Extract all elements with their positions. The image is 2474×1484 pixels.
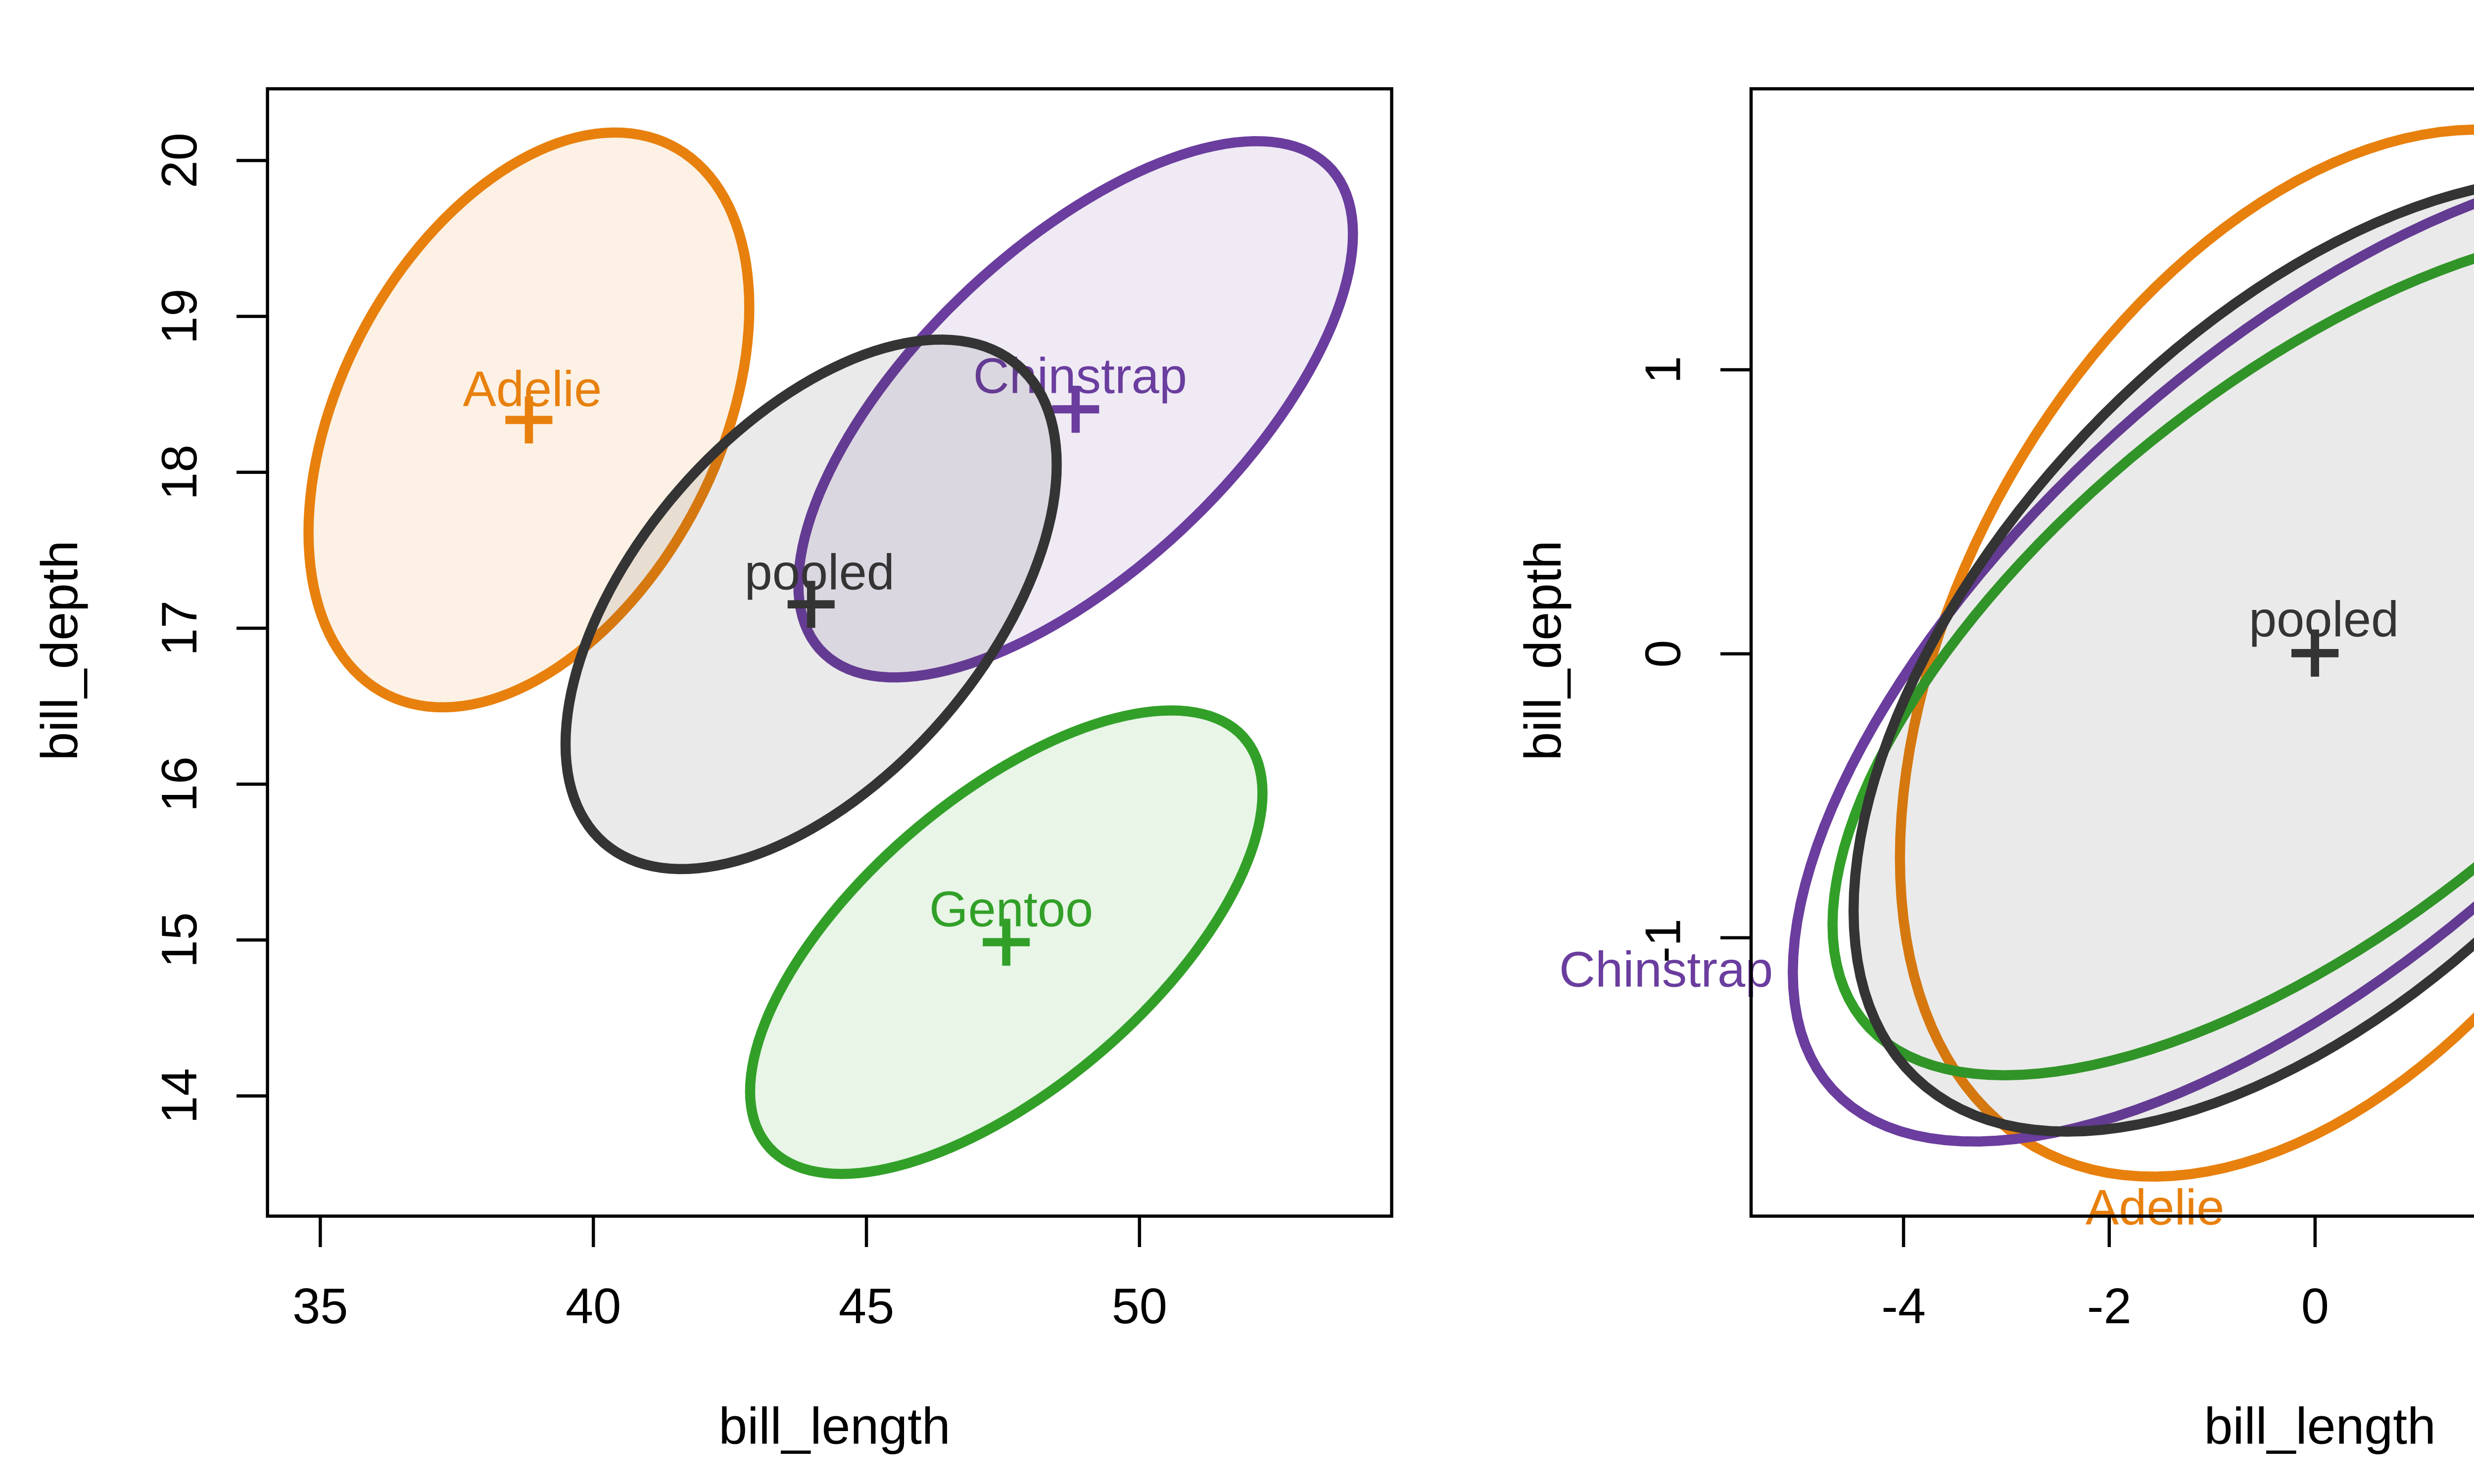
svg-text:bill_length: bill_length <box>718 1397 950 1455</box>
svg-text:-2: -2 <box>2087 1279 2132 1334</box>
svg-text:Adelie: Adelie <box>2086 1180 2225 1236</box>
svg-text:-4: -4 <box>1881 1279 1926 1334</box>
svg-text:1: 1 <box>1636 356 1691 383</box>
svg-text:19: 19 <box>152 288 207 344</box>
svg-text:45: 45 <box>839 1279 894 1334</box>
svg-text:0: 0 <box>2301 1279 2329 1334</box>
svg-text:14: 14 <box>152 1068 207 1123</box>
svg-text:pooled: pooled <box>2249 592 2399 647</box>
svg-text:bill_depth: bill_depth <box>1515 540 1572 760</box>
svg-text:Gentoo: Gentoo <box>929 882 1093 937</box>
svg-text:18: 18 <box>152 445 207 500</box>
svg-text:pooled: pooled <box>745 545 895 601</box>
svg-text:50: 50 <box>1112 1279 1167 1334</box>
svg-text:15: 15 <box>152 912 207 968</box>
svg-text:0: 0 <box>1636 640 1691 668</box>
svg-text:bill_depth: bill_depth <box>31 540 89 760</box>
svg-text:Chinstrap: Chinstrap <box>1559 942 1773 998</box>
svg-text:35: 35 <box>292 1279 348 1334</box>
svg-text:16: 16 <box>152 756 207 812</box>
svg-text:20: 20 <box>152 133 207 188</box>
svg-text:40: 40 <box>566 1279 621 1334</box>
svg-text:17: 17 <box>152 601 207 656</box>
svg-text:-1: -1 <box>1636 919 1691 963</box>
svg-text:bill_length: bill_length <box>2204 1397 2436 1455</box>
